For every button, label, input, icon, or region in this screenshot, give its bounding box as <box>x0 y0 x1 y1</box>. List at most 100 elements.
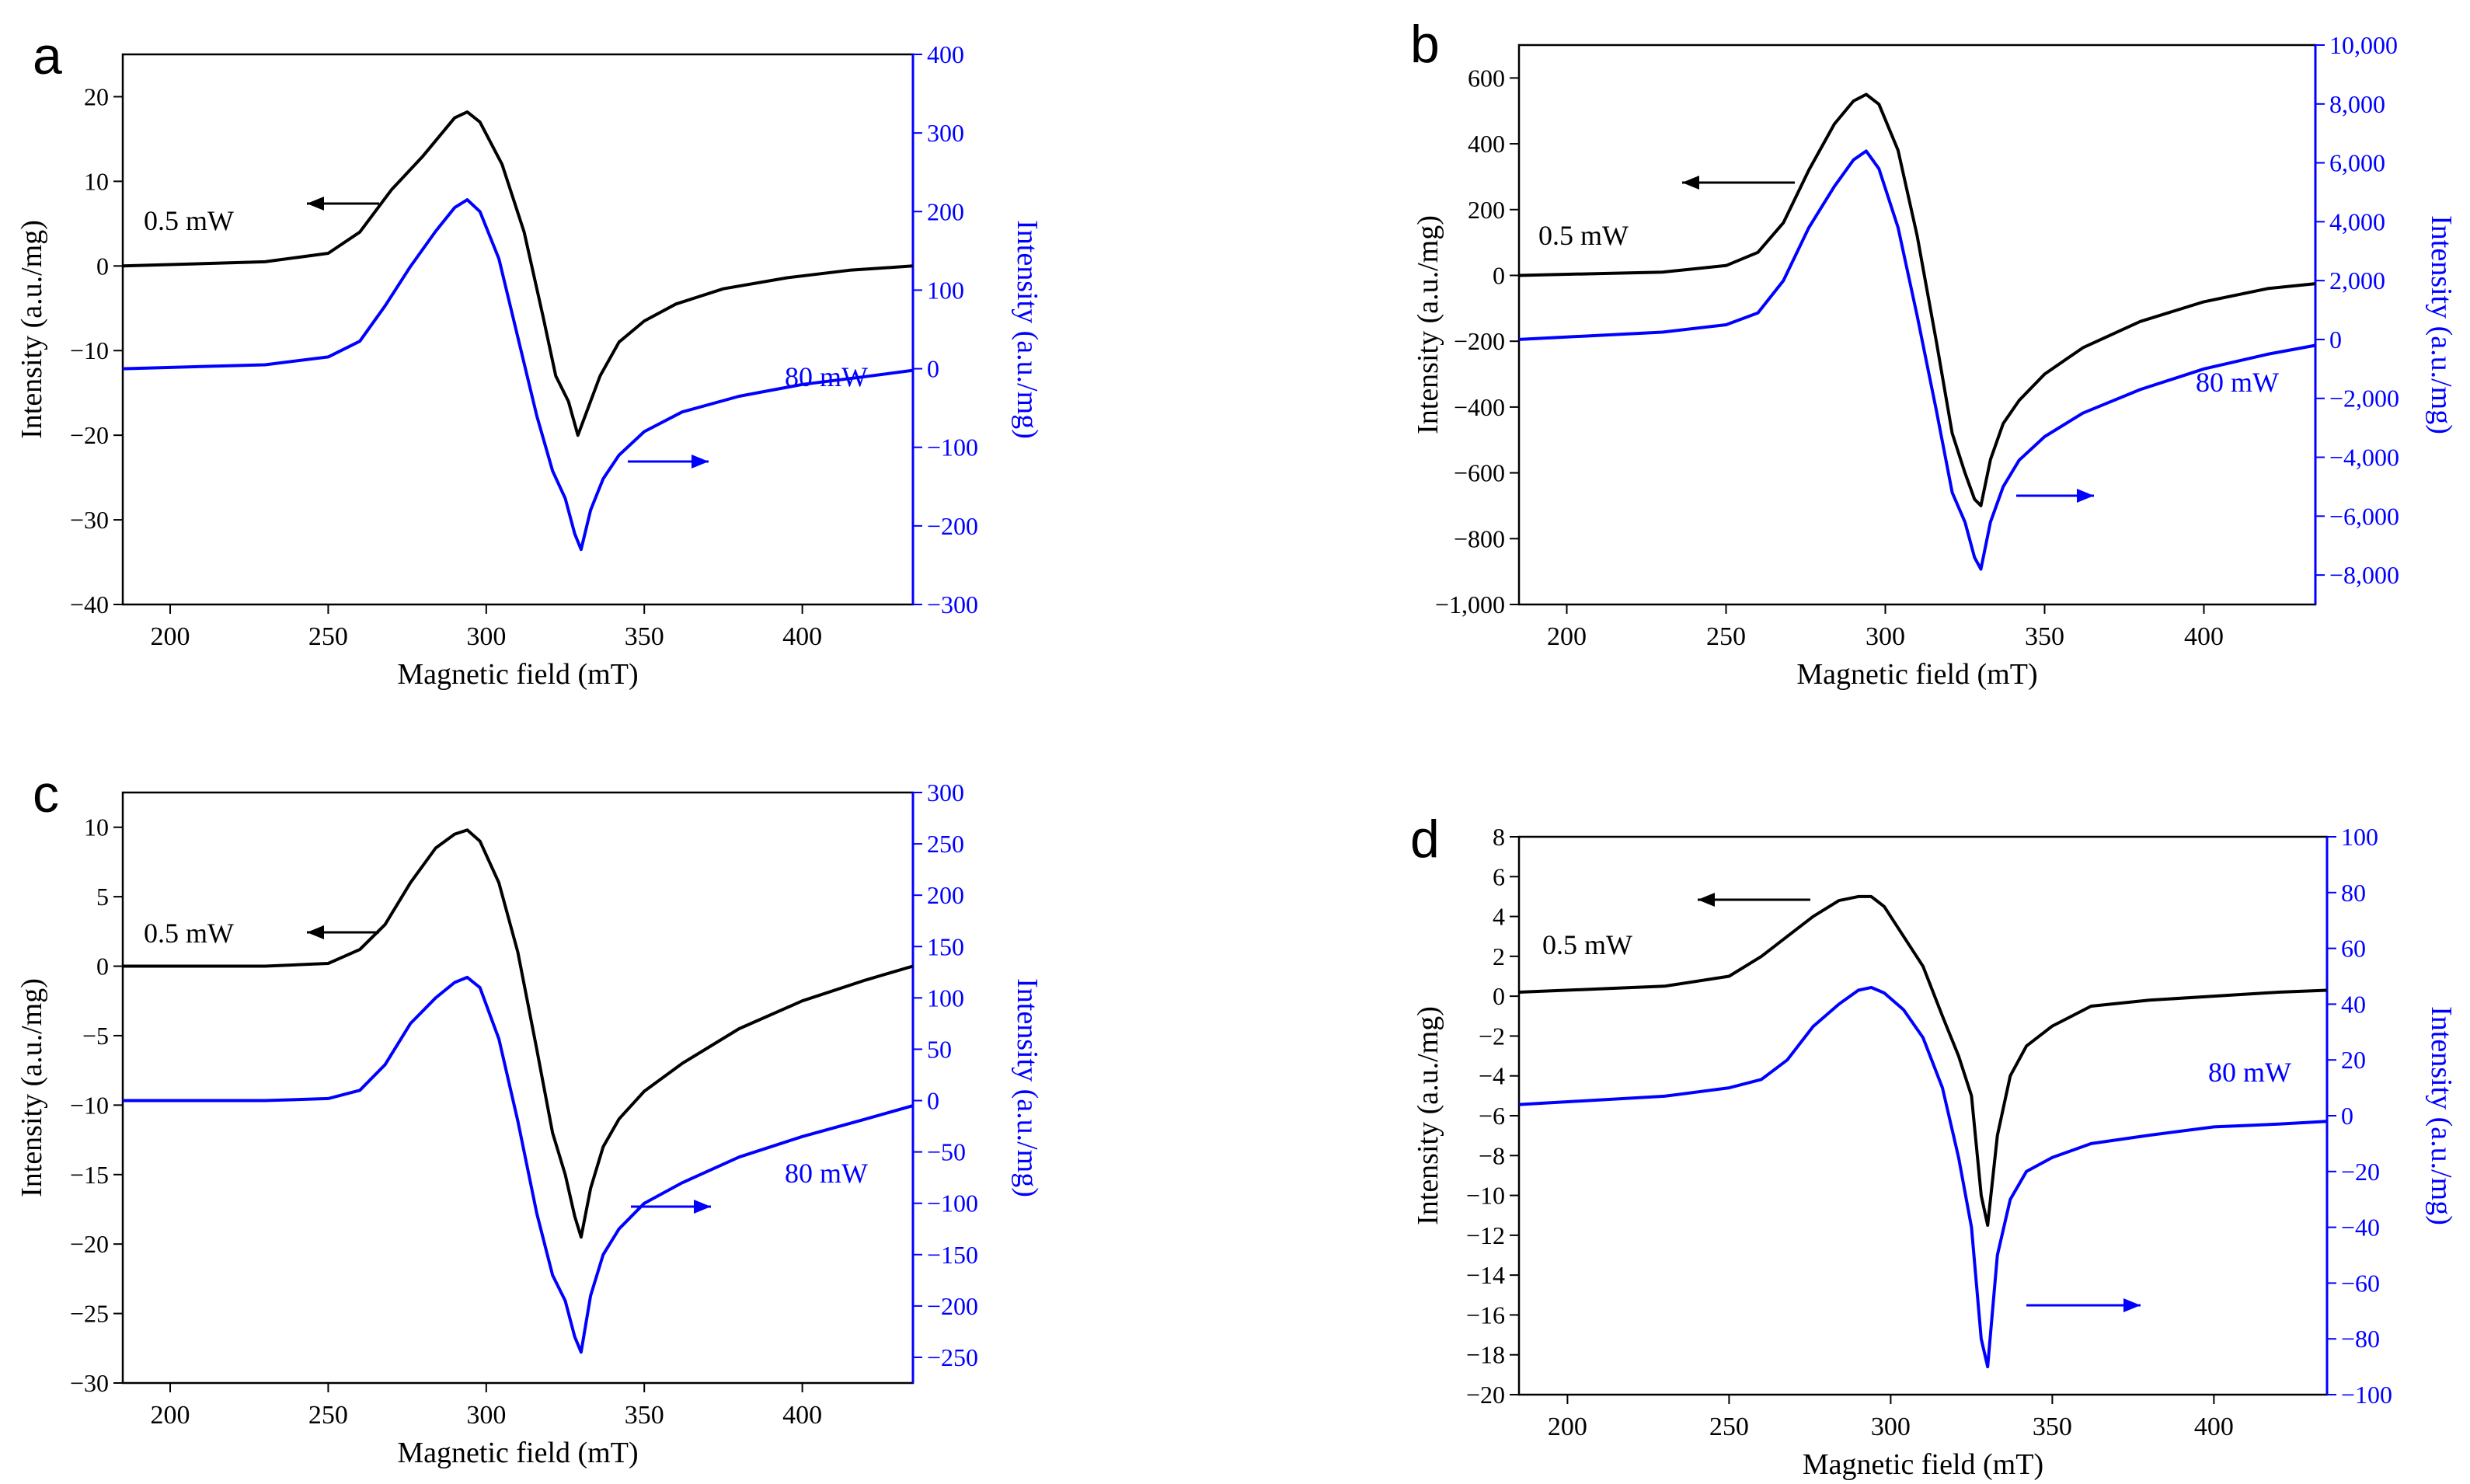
right-tick-label: 10,000 <box>2329 31 2398 59</box>
low-power-label: 0.5 mW <box>144 918 234 949</box>
x-tick-label: 250 <box>308 1401 348 1430</box>
x-axis-title: Magnetic field (mT) <box>397 1437 638 1469</box>
right-tick-label: 8,000 <box>2329 90 2385 118</box>
x-tick-label: 350 <box>2033 1413 2072 1441</box>
plot-frame <box>1517 44 2317 606</box>
left-tick-label: −800 <box>1454 524 1505 552</box>
left-tick-label: −20 <box>1466 1381 1505 1409</box>
right-tick-label: 0 <box>927 1087 939 1115</box>
right-tick-label: 100 <box>2341 823 2378 851</box>
left-tick-label: −16 <box>1466 1301 1505 1329</box>
right-tick-label: −100 <box>927 1190 978 1218</box>
left-tick-label: 4 <box>1493 903 1505 931</box>
left-axis-title: Intensity (a.u./mg) <box>16 978 48 1197</box>
series-line-high-power <box>122 198 914 552</box>
left-tick-label: −10 <box>1466 1182 1505 1210</box>
chart-panel-b: b 200 250 300 350 400 −1,000 −800 −600 −400 −200 0 2… <box>1410 15 2458 691</box>
right-tick-label: −200 <box>927 512 978 540</box>
x-tick-label: 400 <box>782 622 822 651</box>
right-tick-label: 80 <box>2341 879 2366 907</box>
high-power-label: 80 mW <box>2208 1057 2291 1088</box>
left-tick-label: −15 <box>70 1161 109 1189</box>
x-tick-label: 200 <box>151 622 190 651</box>
x-tick-label: 350 <box>625 622 664 651</box>
axis-pointer-arrowhead-left <box>1698 893 1715 907</box>
x-tick-label: 300 <box>466 1401 506 1430</box>
right-tick-label: 250 <box>927 830 964 858</box>
plot-frame <box>1517 835 2329 1396</box>
right-tick-label: −60 <box>2341 1269 2380 1297</box>
low-power-label: 0.5 mW <box>1538 220 1629 251</box>
x-tick-label: 300 <box>1866 622 1905 651</box>
x-tick-label: 400 <box>2194 1413 2234 1441</box>
left-tick-label: −8 <box>1479 1141 1505 1169</box>
x-tick-label: 250 <box>1706 622 1746 651</box>
left-tick-label: −18 <box>1466 1341 1505 1369</box>
right-tick-label: 50 <box>927 1035 952 1063</box>
plot-frame <box>121 53 914 606</box>
axis-pointer-arrowhead-right <box>2123 1298 2141 1312</box>
right-tick-label: 40 <box>2341 990 2366 1018</box>
left-tick-label: 200 <box>1468 196 1505 224</box>
left-tick-label: −12 <box>1466 1221 1505 1249</box>
right-tick-label: 0 <box>2341 1102 2353 1130</box>
series-line-low-power <box>1518 894 2328 1227</box>
x-tick-label: 200 <box>1547 622 1587 651</box>
left-tick-label: 0 <box>1493 261 1505 289</box>
left-tick-label: −20 <box>70 421 109 449</box>
right-tick-label: −80 <box>2341 1325 2380 1353</box>
right-axis-title: Intensity (a.u./mg) <box>1011 978 1043 1197</box>
axis-pointer-arrowhead-left <box>1682 176 1699 190</box>
left-tick-label: 0 <box>96 252 109 280</box>
left-tick-label: −6 <box>1479 1102 1505 1130</box>
right-tick-label: 0 <box>927 355 939 383</box>
x-tick-label: 300 <box>466 622 506 651</box>
x-tick-label: 250 <box>1709 1413 1749 1441</box>
left-tick-label: 0 <box>1493 982 1505 1010</box>
axis-pointer-arrowhead-left <box>307 925 324 939</box>
right-tick-label: 60 <box>2341 935 2366 963</box>
high-power-label: 80 mW <box>785 1158 868 1189</box>
right-tick-label: −40 <box>2341 1214 2380 1242</box>
right-tick-label: −200 <box>927 1292 978 1320</box>
right-tick-label: −100 <box>2341 1381 2392 1409</box>
left-tick-label: −600 <box>1454 459 1505 487</box>
right-tick-label: 20 <box>2341 1046 2366 1074</box>
left-tick-label: −30 <box>70 1369 109 1397</box>
right-tick-label: 200 <box>927 197 964 225</box>
left-tick-label: 0 <box>96 953 109 981</box>
right-tick-label: −20 <box>2341 1158 2380 1186</box>
left-tick-label: −5 <box>82 1022 109 1050</box>
left-axis-title: Intensity (a.u./mg) <box>1412 1006 1444 1225</box>
series-line-high-power <box>1518 149 2316 571</box>
left-tick-label: 10 <box>84 167 109 195</box>
left-tick-label: −2 <box>1479 1022 1505 1050</box>
right-tick-label: 6,000 <box>2329 149 2385 177</box>
high-power-label: 80 mW <box>785 361 868 392</box>
x-tick-label: 400 <box>2184 622 2224 651</box>
left-tick-label: −30 <box>70 506 109 534</box>
series-line-low-power <box>122 110 914 437</box>
left-tick-label: 8 <box>1493 823 1505 851</box>
right-axis-title: Intensity (a.u./mg) <box>1011 220 1043 439</box>
series-line-high-power <box>1518 985 2328 1369</box>
low-power-label: 0.5 mW <box>1542 929 1632 960</box>
left-tick-label: −14 <box>1466 1261 1505 1289</box>
left-tick-label: 400 <box>1468 130 1505 158</box>
axis-pointer-arrowhead-right <box>2077 489 2094 503</box>
left-tick-label: −1,000 <box>1435 590 1505 618</box>
right-axis-title: Intensity (a.u./mg) <box>2425 215 2458 434</box>
left-tick-label: −20 <box>70 1230 109 1258</box>
axis-pointer-arrowhead-left <box>307 197 324 211</box>
x-axis-title: Magnetic field (mT) <box>1803 1448 2043 1481</box>
x-tick-label: 300 <box>1871 1413 1911 1441</box>
left-tick-label: −25 <box>70 1300 109 1328</box>
right-tick-label: −250 <box>927 1343 978 1371</box>
right-tick-label: 300 <box>927 119 964 147</box>
series-line-low-power <box>1518 92 2316 507</box>
x-tick-label: 400 <box>782 1401 822 1430</box>
